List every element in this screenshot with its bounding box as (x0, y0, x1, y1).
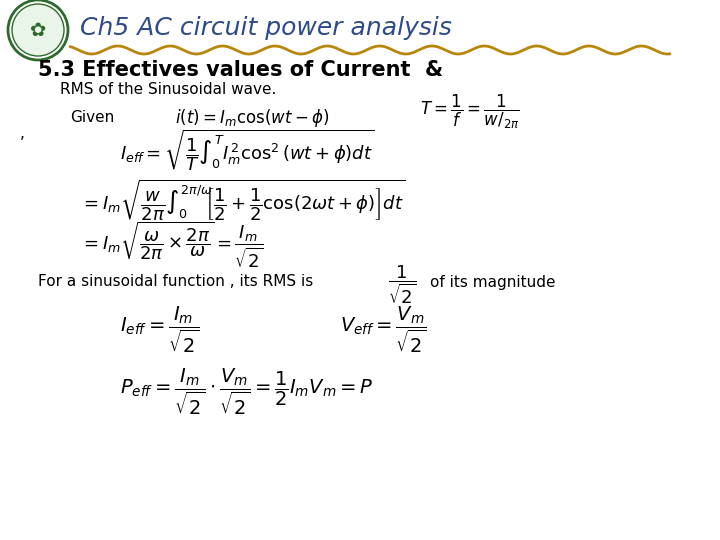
Text: $i(t)=I_m\cos(wt-\phi)$: $i(t)=I_m\cos(wt-\phi)$ (175, 107, 329, 129)
Text: $I_{eff}=\sqrt{\dfrac{1}{T}\int_0^T I_m^{\,2}\cos^2(wt+\phi)dt}$: $I_{eff}=\sqrt{\dfrac{1}{T}\int_0^T I_m^… (120, 127, 374, 173)
Text: $\dfrac{1}{\sqrt{2}}$: $\dfrac{1}{\sqrt{2}}$ (388, 264, 416, 306)
Text: Given: Given (70, 111, 114, 125)
Text: ✿: ✿ (30, 21, 46, 39)
Text: $V_{eff}=\dfrac{V_m}{\sqrt{2}}$: $V_{eff}=\dfrac{V_m}{\sqrt{2}}$ (340, 305, 426, 355)
Text: $I_{eff}=\dfrac{I_m}{\sqrt{2}}$: $I_{eff}=\dfrac{I_m}{\sqrt{2}}$ (120, 305, 199, 355)
Text: 5.3 Effectives values of Current  &: 5.3 Effectives values of Current & (38, 60, 444, 80)
Text: $T=\dfrac{1}{f}=\dfrac{1}{w/_{2\pi}}$: $T=\dfrac{1}{f}=\dfrac{1}{w/_{2\pi}}$ (420, 93, 520, 131)
Text: $P_{eff}=\dfrac{I_m}{\sqrt{2}}\cdot\dfrac{V_m}{\sqrt{2}}=\dfrac{1}{2}I_mV_m=P$: $P_{eff}=\dfrac{I_m}{\sqrt{2}}\cdot\dfra… (120, 367, 374, 417)
Text: of its magnitude: of its magnitude (430, 274, 556, 289)
Circle shape (12, 4, 64, 56)
Text: For a sinusoidal function , its RMS is: For a sinusoidal function , its RMS is (38, 274, 313, 289)
Text: RMS of the Sinusoidal wave.: RMS of the Sinusoidal wave. (60, 83, 276, 98)
Text: $=I_m\sqrt{\dfrac{\omega}{2\pi}\times\dfrac{2\pi}{\omega}}=\dfrac{I_m}{\sqrt{2}}: $=I_m\sqrt{\dfrac{\omega}{2\pi}\times\df… (80, 220, 264, 270)
Text: $=I_m\sqrt{\dfrac{w}{2\pi}\int_0^{2\pi/\omega}\!\!\left[\dfrac{1}{2}+\dfrac{1}{2: $=I_m\sqrt{\dfrac{w}{2\pi}\int_0^{2\pi/\… (80, 177, 405, 222)
Text: Ch5 AC circuit power analysis: Ch5 AC circuit power analysis (80, 16, 452, 40)
Text: ,: , (20, 125, 25, 140)
